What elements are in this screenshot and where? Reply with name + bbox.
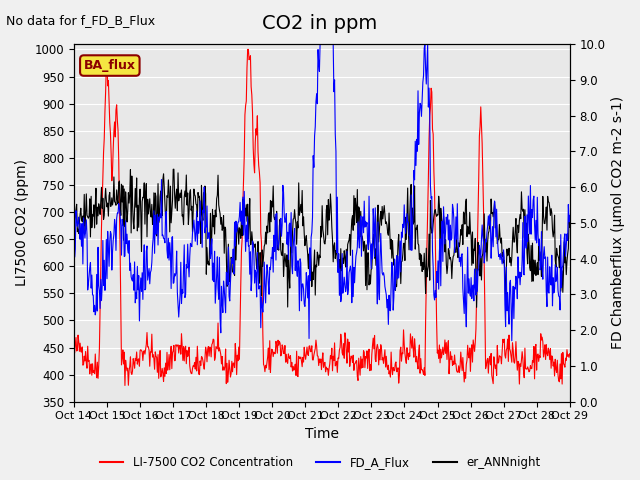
Text: BA_flux: BA_flux [84, 59, 136, 72]
X-axis label: Time: Time [305, 427, 339, 441]
Y-axis label: FD Chamberflux (μmol CO2 m-2 s-1): FD Chamberflux (μmol CO2 m-2 s-1) [611, 96, 625, 349]
Y-axis label: LI7500 CO2 (ppm): LI7500 CO2 (ppm) [15, 159, 29, 287]
Text: No data for f_FD_B_Flux: No data for f_FD_B_Flux [6, 14, 156, 27]
Text: CO2 in ppm: CO2 in ppm [262, 14, 378, 34]
Legend: LI-7500 CO2 Concentration, FD_A_Flux, er_ANNnight: LI-7500 CO2 Concentration, FD_A_Flux, er… [95, 452, 545, 474]
